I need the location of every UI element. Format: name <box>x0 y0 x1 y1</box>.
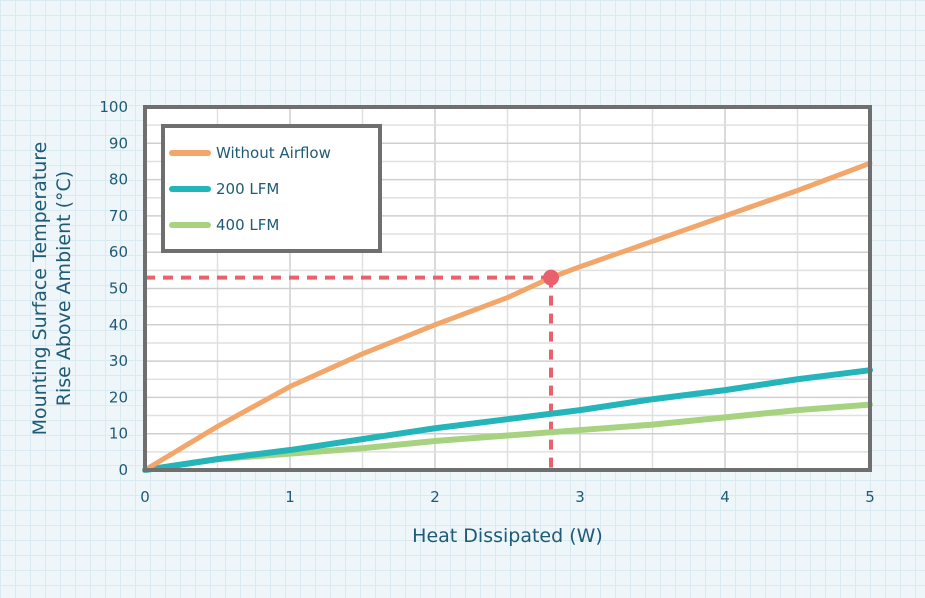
y-tick-label: 60 <box>109 243 128 261</box>
x-tick-label: 3 <box>575 488 585 506</box>
annotation-point <box>543 269 559 286</box>
plot-frame <box>143 105 872 472</box>
x-axis-title: Heat Dissipated (W) <box>412 525 603 547</box>
y-tick-label: 20 <box>109 388 128 406</box>
y-tick-label: 40 <box>109 316 128 334</box>
y-tick-label: 10 <box>109 425 128 443</box>
y-axis-ticks: 0 10 20 30 40 50 60 70 80 90 100 <box>99 98 128 479</box>
y-axis-title-line-2: Rise Above Ambient (°C) <box>53 171 75 406</box>
y-tick-label: 80 <box>109 171 128 189</box>
y-tick-label: 50 <box>109 280 128 298</box>
x-tick-label: 4 <box>720 488 730 506</box>
x-tick-label: 1 <box>285 488 295 506</box>
y-axis-title: Mounting Surface Temperature Rise Above … <box>29 142 75 436</box>
y-tick-label: 100 <box>99 98 128 116</box>
legend-label-0: Without Airflow <box>216 144 331 162</box>
y-axis-title-line-1: Mounting Surface Temperature <box>29 142 51 436</box>
series-line-0 <box>142 160 873 473</box>
series-line-1 <box>142 367 873 473</box>
legend: Without Airflow 200 LFM 400 LFM <box>161 124 382 253</box>
y-tick-label: 70 <box>109 207 128 225</box>
x-tick-label: 5 <box>865 488 875 506</box>
series-layer <box>142 160 873 473</box>
x-axis-ticks: 0 1 2 3 4 5 <box>140 488 875 506</box>
x-tick-label: 2 <box>430 488 440 506</box>
x-tick-label: 0 <box>140 488 150 506</box>
annotation-group <box>145 275 553 470</box>
legend-label-1: 200 LFM <box>216 180 279 198</box>
legend-label-2: 400 LFM <box>216 216 279 234</box>
y-tick-label: 30 <box>109 352 128 370</box>
y-tick-label: 90 <box>109 134 128 152</box>
y-tick-label: 0 <box>118 461 128 479</box>
